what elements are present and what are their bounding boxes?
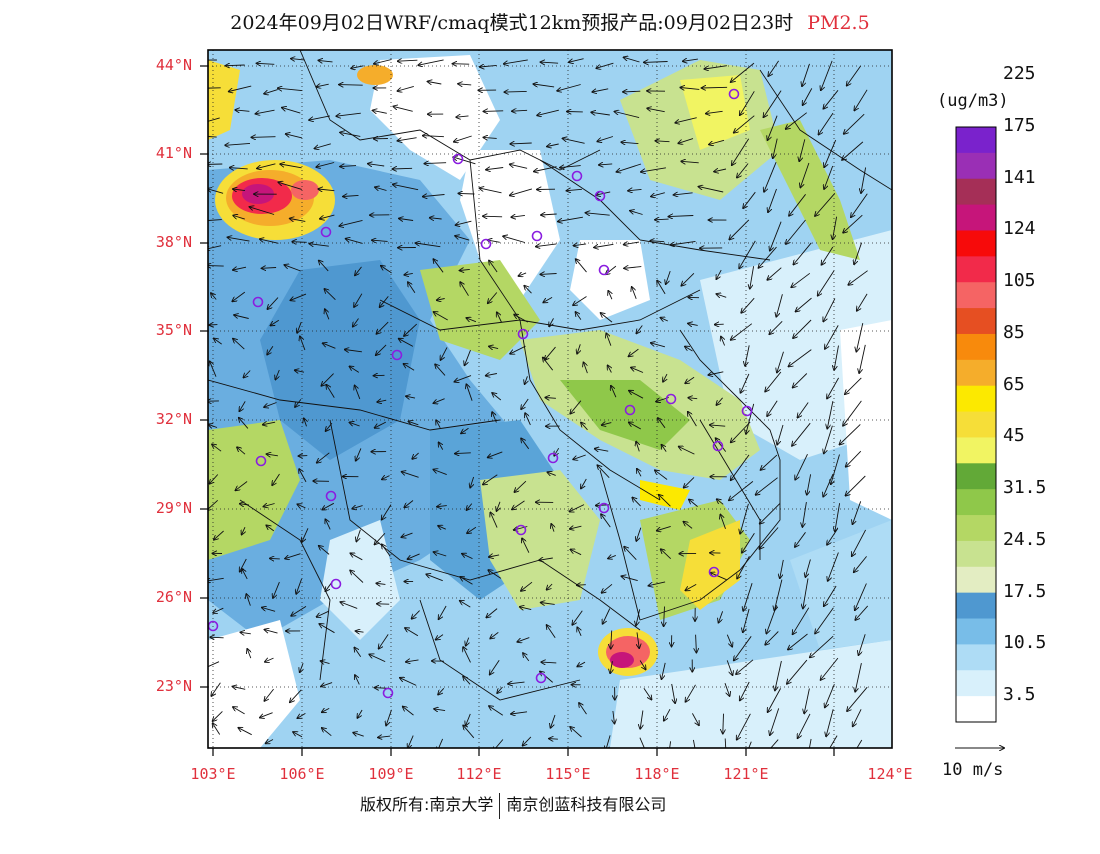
- colorbar-segment: [956, 670, 996, 696]
- colorbar-segment: [956, 619, 996, 645]
- colorbar-segment: [956, 437, 996, 463]
- colorbar-segment: [956, 308, 996, 334]
- colorbar-label: 65: [1003, 374, 1025, 395]
- colorbar-label: 3.5: [1003, 684, 1036, 705]
- credit-owner: 版权所有:南京大学: [360, 795, 493, 814]
- colorbar-label: 10.5: [1003, 632, 1046, 653]
- colorbar-segment: [956, 256, 996, 282]
- colorbar-label: 45: [1003, 425, 1025, 446]
- colorbar-segment: [956, 386, 996, 412]
- colorbar-label: 24.5: [1003, 529, 1046, 550]
- colorbar-segment: [956, 127, 996, 153]
- colorbar-label: 17.5: [1003, 581, 1046, 602]
- colorbar-label: 175: [1003, 115, 1036, 136]
- colorbar-segment: [956, 205, 996, 231]
- colorbar-segment: [956, 153, 996, 179]
- colorbar-segment: [956, 489, 996, 515]
- colorbar-segment: [956, 282, 996, 308]
- colorbar-segment: [956, 230, 996, 256]
- colorbar-label: 31.5: [1003, 477, 1046, 498]
- credit-line: 版权所有:南京大学南京创蓝科技有限公司: [360, 791, 666, 819]
- colorbar-label: 124: [1003, 218, 1036, 239]
- colorbar-segment: [956, 515, 996, 541]
- colorbar-label: 141: [1003, 167, 1036, 188]
- colorbar-label: 105: [1003, 270, 1036, 291]
- colorbar-label: 225: [1003, 63, 1036, 84]
- wind-reference-label: 10 m/s: [942, 760, 1003, 780]
- colorbar-segment: [956, 541, 996, 567]
- credit-company: 南京创蓝科技有限公司: [506, 795, 666, 814]
- colorbar-segment: [956, 334, 996, 360]
- colorbar-segment: [956, 360, 996, 386]
- colorbar-segment: [956, 644, 996, 670]
- colorbar-label: 85: [1003, 322, 1025, 343]
- colorbar-segment: [956, 463, 996, 489]
- colorbar-segment: [956, 179, 996, 205]
- colorbar-segment: [956, 567, 996, 593]
- colorbar-segment: [956, 412, 996, 438]
- colorbar-segment: [956, 593, 996, 619]
- colorbar-segment: [956, 696, 996, 722]
- credit-separator: [499, 793, 500, 819]
